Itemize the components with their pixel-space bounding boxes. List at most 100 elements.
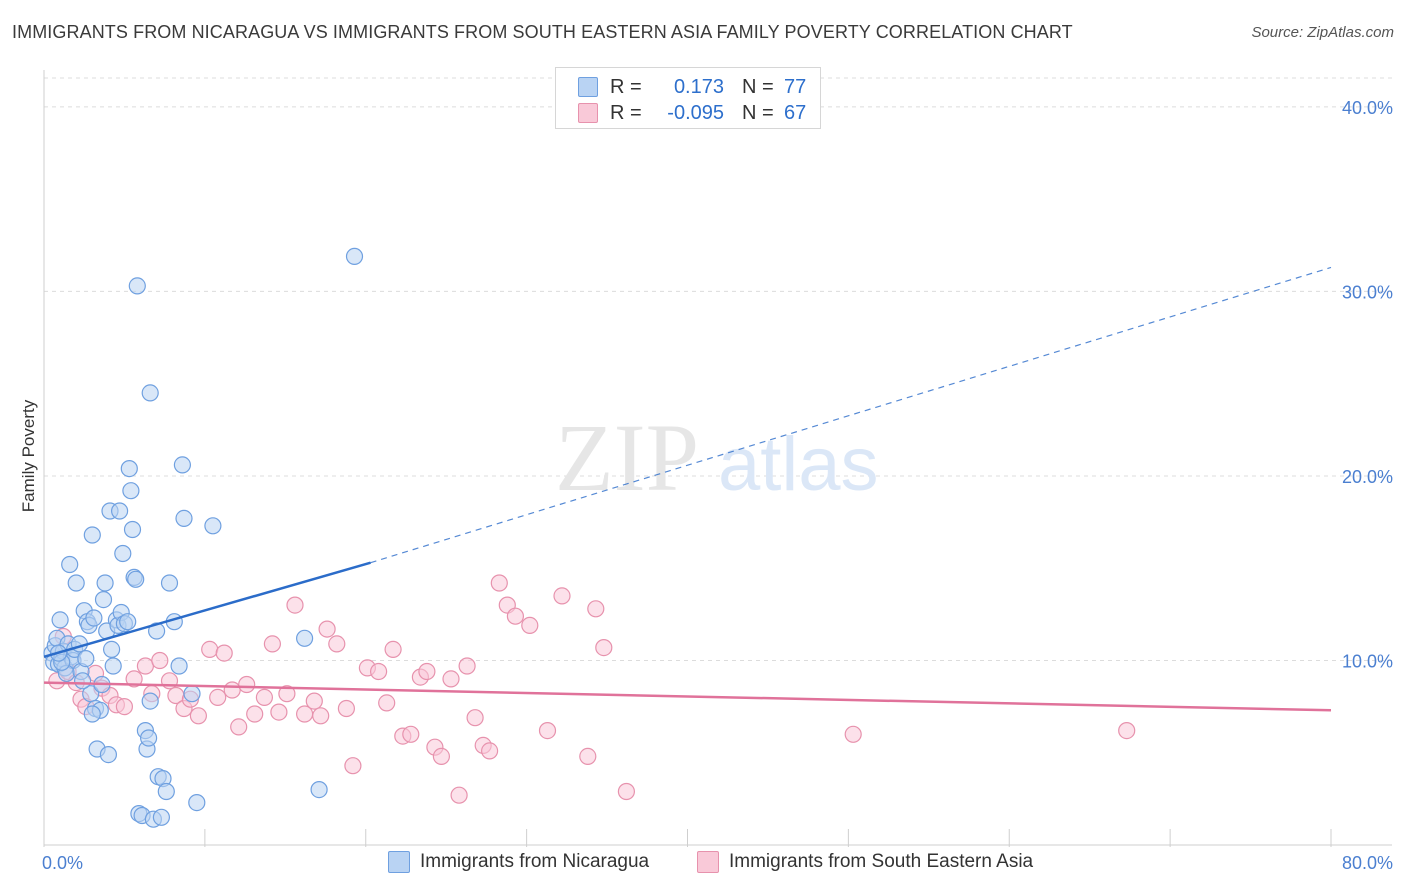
watermark-zip: ZIP bbox=[555, 404, 699, 511]
data-point bbox=[209, 688, 227, 707]
data-point bbox=[157, 782, 175, 801]
data-point bbox=[215, 644, 233, 662]
data-point bbox=[160, 574, 179, 592]
trend-line-nicaragua-extension bbox=[370, 266, 1332, 564]
data-point bbox=[173, 456, 191, 474]
data-point bbox=[140, 729, 158, 747]
series-label-nicaragua: Immigrants from Nicaragua bbox=[420, 851, 650, 872]
watermark-atlas: atlas bbox=[718, 422, 879, 507]
legend-swatch-pink bbox=[578, 103, 598, 123]
data-point bbox=[553, 587, 571, 605]
source-label: Source: ZipAtlas.com bbox=[1251, 24, 1394, 41]
data-point bbox=[120, 460, 138, 478]
y-tick-label: 30.0% bbox=[1342, 282, 1393, 302]
points-nicaragua bbox=[43, 247, 364, 828]
legend-row-south-eastern-asia: R = -0.095 N = 67 bbox=[578, 99, 806, 127]
trend-line-south-eastern-asia bbox=[43, 681, 1332, 712]
data-point bbox=[270, 703, 288, 721]
data-point bbox=[432, 747, 450, 766]
data-point bbox=[204, 517, 222, 535]
legend-r-value: 0.173 bbox=[673, 75, 724, 98]
legend-r-label: R = bbox=[610, 75, 642, 98]
data-point bbox=[310, 780, 328, 799]
data-point bbox=[141, 384, 159, 402]
data-point bbox=[337, 699, 355, 718]
data-point bbox=[344, 757, 362, 775]
data-point bbox=[104, 657, 122, 675]
data-point bbox=[83, 705, 101, 723]
series-swatch-blue bbox=[388, 851, 410, 873]
data-point bbox=[305, 692, 323, 710]
legend-n-label: N = bbox=[742, 101, 774, 124]
data-point bbox=[255, 688, 273, 707]
data-point bbox=[617, 782, 636, 801]
data-point bbox=[458, 657, 476, 675]
data-point bbox=[442, 670, 460, 688]
legend-r-value: -0.095 bbox=[667, 101, 724, 124]
x-tick-label: 0.0% bbox=[42, 853, 83, 873]
data-point bbox=[223, 681, 241, 699]
data-point bbox=[1118, 721, 1136, 740]
data-point bbox=[99, 745, 118, 764]
correlation-legend: R = 0.173 N = 77 R = -0.095 N = 67 bbox=[555, 67, 821, 129]
data-point bbox=[67, 574, 85, 592]
data-point bbox=[96, 574, 114, 592]
data-point bbox=[418, 662, 436, 681]
data-point bbox=[481, 742, 499, 760]
data-point bbox=[136, 657, 154, 675]
data-point bbox=[115, 697, 134, 716]
x-tick-label: 80.0% bbox=[1342, 853, 1393, 873]
data-point bbox=[246, 705, 264, 723]
legend-swatch-blue bbox=[578, 77, 598, 97]
data-point bbox=[125, 670, 143, 688]
data-point bbox=[318, 620, 336, 638]
data-point bbox=[844, 725, 862, 743]
data-point bbox=[122, 482, 140, 500]
data-point bbox=[278, 685, 296, 703]
data-point bbox=[450, 786, 468, 804]
data-point bbox=[579, 747, 597, 766]
grid-layer bbox=[44, 77, 1392, 661]
data-point bbox=[521, 616, 539, 635]
data-point bbox=[238, 675, 256, 694]
data-point bbox=[151, 651, 169, 670]
data-point bbox=[119, 613, 137, 631]
data-point bbox=[83, 526, 101, 544]
data-point bbox=[175, 509, 193, 528]
legend-n-value: 67 bbox=[784, 101, 807, 124]
data-point bbox=[466, 709, 484, 727]
data-point bbox=[94, 590, 113, 609]
data-point bbox=[312, 707, 330, 725]
data-point bbox=[188, 793, 206, 812]
legend-r-label: R = bbox=[610, 101, 642, 124]
data-point bbox=[402, 725, 420, 743]
data-point bbox=[114, 544, 132, 563]
y-tick-label: 40.0% bbox=[1342, 98, 1393, 118]
data-point bbox=[370, 662, 388, 681]
data-point bbox=[51, 611, 69, 629]
legend-n-label: N = bbox=[742, 75, 774, 98]
data-point bbox=[141, 692, 159, 710]
series-legend: Immigrants from Nicaragua Immigrants fro… bbox=[0, 851, 1406, 879]
legend-n-value: 77 bbox=[784, 75, 807, 98]
data-point bbox=[183, 685, 201, 703]
trend-lines bbox=[43, 266, 1332, 712]
data-point bbox=[384, 640, 402, 659]
data-point bbox=[170, 657, 188, 675]
series-swatch-pink bbox=[697, 851, 719, 873]
data-point bbox=[110, 502, 129, 520]
y-axis-label: Family Poverty bbox=[19, 399, 38, 512]
data-point bbox=[595, 638, 613, 657]
y-tick-label: 20.0% bbox=[1342, 467, 1393, 487]
data-point bbox=[61, 555, 79, 574]
data-point bbox=[296, 629, 314, 647]
data-point bbox=[102, 640, 121, 659]
data-point bbox=[538, 721, 557, 740]
data-point bbox=[587, 600, 605, 618]
data-point bbox=[263, 635, 281, 653]
data-point bbox=[152, 808, 170, 826]
data-point bbox=[345, 247, 364, 265]
data-point bbox=[490, 574, 508, 592]
data-point bbox=[201, 640, 219, 659]
